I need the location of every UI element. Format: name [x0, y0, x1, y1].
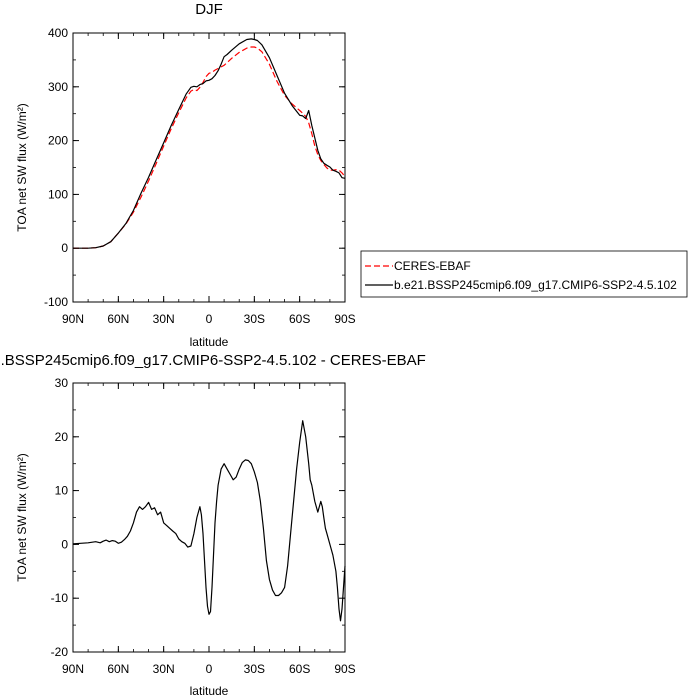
top-plot-frame	[72, 32, 346, 303]
top-y-axis-label: TOA net SW flux (W/m²)	[15, 103, 29, 231]
bottom-x-axis-label: latitude	[190, 684, 229, 698]
top-x-tick-label-2: 30N	[153, 312, 175, 326]
bottom-x-tick-label-3: 0	[206, 662, 213, 676]
bottom-y-tick-label-2: 10	[55, 484, 69, 498]
top-x-tick-labels: 90N 60N 30N 0 30S 60S 90S	[62, 312, 356, 326]
legend-label-model: b.e21.BSSP245cmip6.f09_g17.CMIP6-SSP2-4.…	[394, 278, 677, 292]
bottom-x-tick-label-1: 60N	[107, 662, 129, 676]
bottom-y-tick-label-4: -10	[51, 591, 69, 605]
top-x-tick-label-5: 60S	[289, 312, 310, 326]
legend-box	[360, 250, 688, 298]
bottom-x-tick-label-2: 30N	[153, 662, 175, 676]
bottom-series-line-0	[72, 420, 346, 622]
top-panel: DJF 90N 60N 30N 0 30S 60S 90S 400 300 200 100 0 -10…	[15, 1, 356, 349]
bottom-x-tick-labels: 90N 60N 30N 0 30S 60S 90S	[62, 662, 356, 676]
top-x-tick-label-3: 0	[206, 312, 213, 326]
bottom-chart-title: 1.BSSP245cmip6.f09_g17.CMIP6-SSP2-4.5.10…	[0, 352, 426, 369]
top-x-axis-label: latitude	[190, 335, 229, 349]
top-series-line-1	[73, 38, 346, 249]
top-x-tick-label-6: 90S	[334, 312, 355, 326]
top-chart-title: DJF	[195, 1, 223, 18]
top-x-tick-label-0: 90N	[62, 312, 84, 326]
bottom-y-tick-label-5: -20	[51, 645, 69, 659]
bottom-y-tick-label-1: 20	[55, 430, 69, 444]
bottom-plot-frame	[72, 382, 346, 653]
legend-label-ceres: CERES-EBAF	[394, 259, 471, 273]
bottom-y-tick-labels: 30 20 10 0 -10 -20	[51, 376, 69, 659]
top-y-tick-label-2: 200	[48, 134, 68, 148]
bottom-y-tick-label-0: 30	[55, 376, 69, 390]
bottom-x-tick-label-4: 30S	[244, 662, 265, 676]
bottom-y-axis-label: TOA net SW flux (W/m²)	[15, 453, 29, 581]
bottom-panel: 1.BSSP245cmip6.f09_g17.CMIP6-SSP2-4.5.10…	[0, 352, 426, 698]
bottom-y-tick-label-3: 0	[61, 537, 68, 551]
bottom-x-tick-label-5: 60S	[289, 662, 310, 676]
bottom-x-tick-label-6: 90S	[334, 662, 355, 676]
top-y-tick-labels: 400 300 200 100 0 -100	[44, 26, 68, 309]
bottom-series-lines	[72, 420, 346, 622]
top-y-tick-label-1: 300	[48, 80, 68, 94]
top-y-tick-label-5: -100	[44, 295, 68, 309]
top-series-lines	[73, 38, 346, 249]
top-x-tick-label-4: 30S	[244, 312, 265, 326]
bottom-x-tick-label-0: 90N	[62, 662, 84, 676]
top-y-tick-label-4: 0	[61, 241, 68, 255]
top-series-line-0	[73, 46, 346, 249]
legend: CERES-EBAF b.e21.BSSP245cmip6.f09_g17.CM…	[360, 250, 688, 298]
top-y-tick-label-3: 100	[48, 187, 68, 201]
top-y-tick-label-0: 400	[48, 26, 68, 40]
top-x-tick-label-1: 60N	[107, 312, 129, 326]
